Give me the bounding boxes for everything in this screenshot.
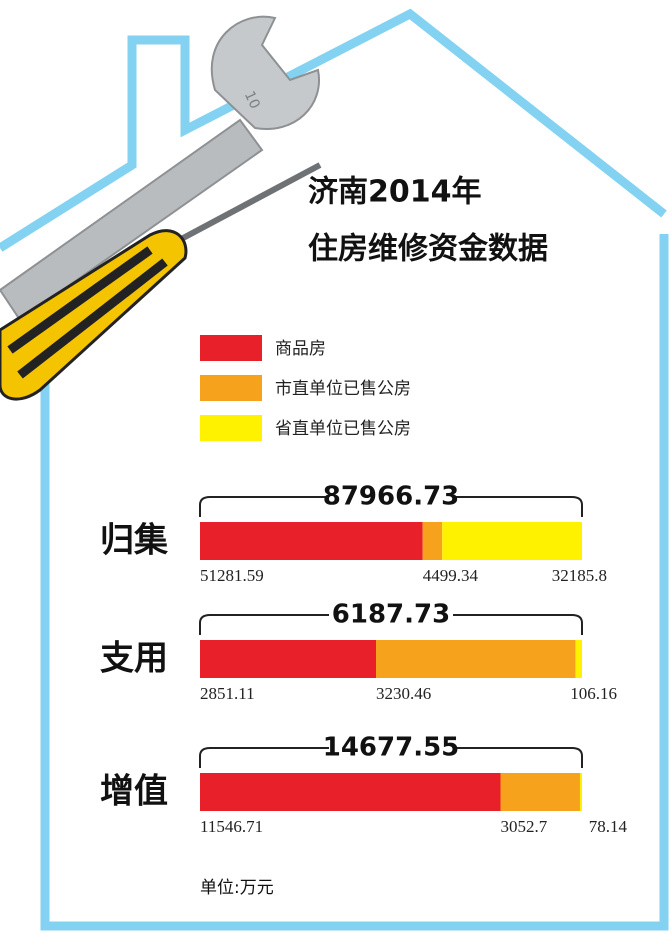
category-label: 增值 (100, 772, 168, 812)
total-label: 87966.73 (323, 482, 460, 512)
total-label: 6187.73 (332, 600, 450, 630)
bar-segment (442, 522, 582, 560)
category-label: 支用 (100, 639, 168, 679)
legend-label: 市直单位已售公房 (275, 379, 411, 399)
bar-segment (376, 640, 575, 678)
legend-swatch (200, 375, 262, 401)
bar-segment (200, 773, 501, 811)
bar-segment (580, 773, 582, 811)
legend-label: 省直单位已售公房 (275, 419, 411, 439)
page: 10 济南2014年 住房维修资金数据 单位:万元 商品房市直单位已售公房省直单… (0, 0, 671, 934)
value-label: 51281.59 (200, 566, 264, 585)
value-label: 4499.34 (423, 566, 479, 585)
bar-segment (575, 640, 582, 678)
value-label: 3230.46 (376, 684, 431, 703)
value-label: 11546.71 (200, 817, 263, 836)
unit-note: 单位:万元 (200, 878, 274, 898)
value-label: 2851.11 (200, 684, 255, 703)
category-label: 归集 (100, 521, 168, 561)
value-label: 106.16 (570, 684, 617, 703)
bar-segment (501, 773, 580, 811)
chart-title: 住房维修资金数据 (308, 232, 548, 267)
chart-title: 济南2014年 (308, 175, 482, 210)
legend-label: 商品房 (275, 339, 326, 359)
bar-segment (200, 640, 376, 678)
value-label: 3052.7 (501, 817, 548, 836)
legend-swatch (200, 415, 262, 441)
value-label: 32185.8 (552, 566, 607, 585)
bar-segment (423, 522, 443, 560)
chart: 10 济南2014年 住房维修资金数据 单位:万元 商品房市直单位已售公房省直单… (0, 0, 671, 934)
value-label: 78.14 (589, 817, 628, 836)
bar-segment (200, 522, 423, 560)
legend-swatch (200, 335, 262, 361)
total-label: 14677.55 (323, 733, 460, 763)
